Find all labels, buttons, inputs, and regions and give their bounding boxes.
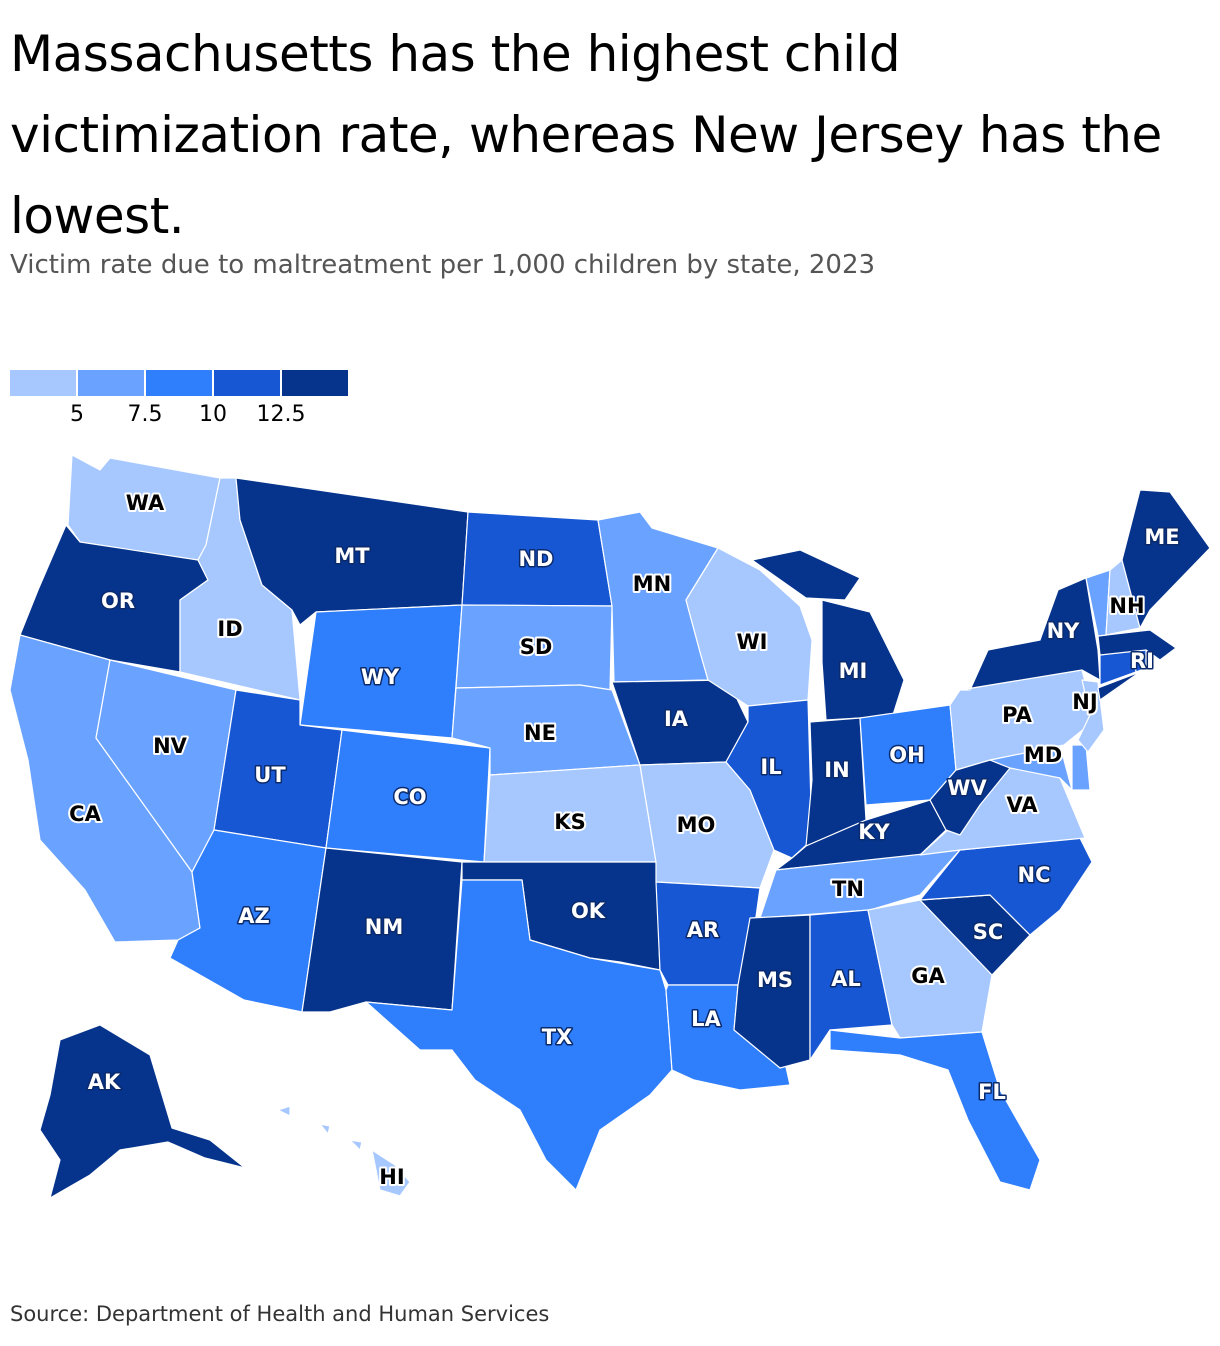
- state-label-NY: NY: [1047, 619, 1081, 643]
- state-label-VA: VA: [1006, 793, 1038, 817]
- state-label-TX: TX: [542, 1025, 573, 1049]
- state-label-NJ: NJ: [1072, 690, 1097, 714]
- state-label-MT: MT: [334, 544, 370, 568]
- state-label-HI: HI: [379, 1165, 404, 1189]
- source-note: Source: Department of Health and Human S…: [10, 1302, 550, 1326]
- state-label-LA: LA: [691, 1007, 721, 1031]
- state-label-KS: KS: [554, 810, 585, 834]
- state-label-AZ: AZ: [238, 904, 269, 928]
- state-label-ME: ME: [1144, 525, 1179, 549]
- chart-title: Massachusetts has the highest child vict…: [10, 25, 1162, 245]
- state-label-MO: MO: [677, 813, 716, 837]
- state-NJ[interactable]: [1077, 679, 1105, 753]
- state-MA[interactable]: [1097, 629, 1177, 661]
- legend-swatch-4: [282, 370, 348, 396]
- state-label-OH: OH: [889, 743, 924, 767]
- state-label-WV: WV: [947, 776, 987, 800]
- state-label-NC: NC: [1018, 863, 1051, 887]
- state-label-AK: AK: [88, 1070, 121, 1094]
- state-label-RI: RI: [1130, 649, 1154, 673]
- state-label-SD: SD: [520, 635, 553, 659]
- state-label-IL: IL: [760, 755, 781, 779]
- legend-swatch-3: [214, 370, 280, 396]
- state-label-NE: NE: [524, 721, 556, 745]
- state-label-CO: CO: [393, 785, 426, 809]
- legend-tick-1: 7.5: [127, 402, 163, 427]
- state-HI[interactable]: [277, 1105, 411, 1197]
- legend-swatch-1: [78, 370, 144, 396]
- chart-subtitle: Victim rate due to maltreatment per 1,00…: [10, 250, 876, 280]
- state-label-AL: AL: [831, 967, 861, 991]
- state-label-WA: WA: [126, 491, 165, 515]
- state-label-SC: SC: [973, 920, 1004, 944]
- state-label-WI: WI: [737, 630, 768, 654]
- legend-tick-2: 10: [199, 402, 227, 427]
- state-label-MS: MS: [757, 968, 793, 992]
- state-TX[interactable]: [365, 879, 673, 1191]
- state-label-OK: OK: [571, 899, 606, 923]
- state-label-MD: MD: [1024, 743, 1062, 767]
- state-label-OR: OR: [101, 589, 135, 613]
- state-label-NH: NH: [1109, 594, 1144, 618]
- state-NC[interactable]: [919, 837, 1093, 936]
- legend-tick-3: 12.5: [256, 402, 306, 427]
- state-AL[interactable]: [809, 909, 893, 1061]
- state-label-FL: FL: [978, 1080, 1006, 1104]
- state-label-NM: NM: [365, 915, 403, 939]
- state-label-MN: MN: [633, 572, 671, 596]
- state-FL[interactable]: [829, 1029, 1041, 1191]
- state-label-ND: ND: [518, 547, 553, 571]
- legend-swatch-2: [146, 370, 212, 396]
- state-label-AR: AR: [687, 918, 719, 942]
- color-legend: 5 7.5 10 12.5: [10, 370, 350, 430]
- legend-tick-0: 5: [70, 402, 84, 427]
- state-label-NV: NV: [153, 734, 188, 758]
- state-label-IN: IN: [824, 758, 849, 782]
- legend-swatch-0: [10, 370, 76, 396]
- state-label-GA: GA: [911, 964, 945, 988]
- state-label-PA: PA: [1002, 703, 1032, 727]
- state-label-MI: MI: [839, 659, 868, 683]
- state-NY[interactable]: [959, 577, 1141, 701]
- us-choropleth-map: WA OR CA ID NV MT WY UT AZ CO NM ND SD NE KS OK TX MN IA MO…: [9, 454, 1211, 1199]
- state-ME[interactable]: [1121, 489, 1211, 629]
- state-label-TN: TN: [832, 877, 864, 901]
- state-label-IA: IA: [664, 707, 689, 731]
- state-AK[interactable]: [39, 1024, 246, 1199]
- state-label-CA: CA: [69, 802, 101, 826]
- state-IL[interactable]: [725, 699, 813, 859]
- state-label-ID: ID: [217, 617, 242, 641]
- state-label-KY: KY: [858, 820, 890, 844]
- state-DE[interactable]: [1071, 744, 1091, 791]
- state-label-UT: UT: [254, 763, 286, 787]
- state-label-WY: WY: [361, 665, 400, 689]
